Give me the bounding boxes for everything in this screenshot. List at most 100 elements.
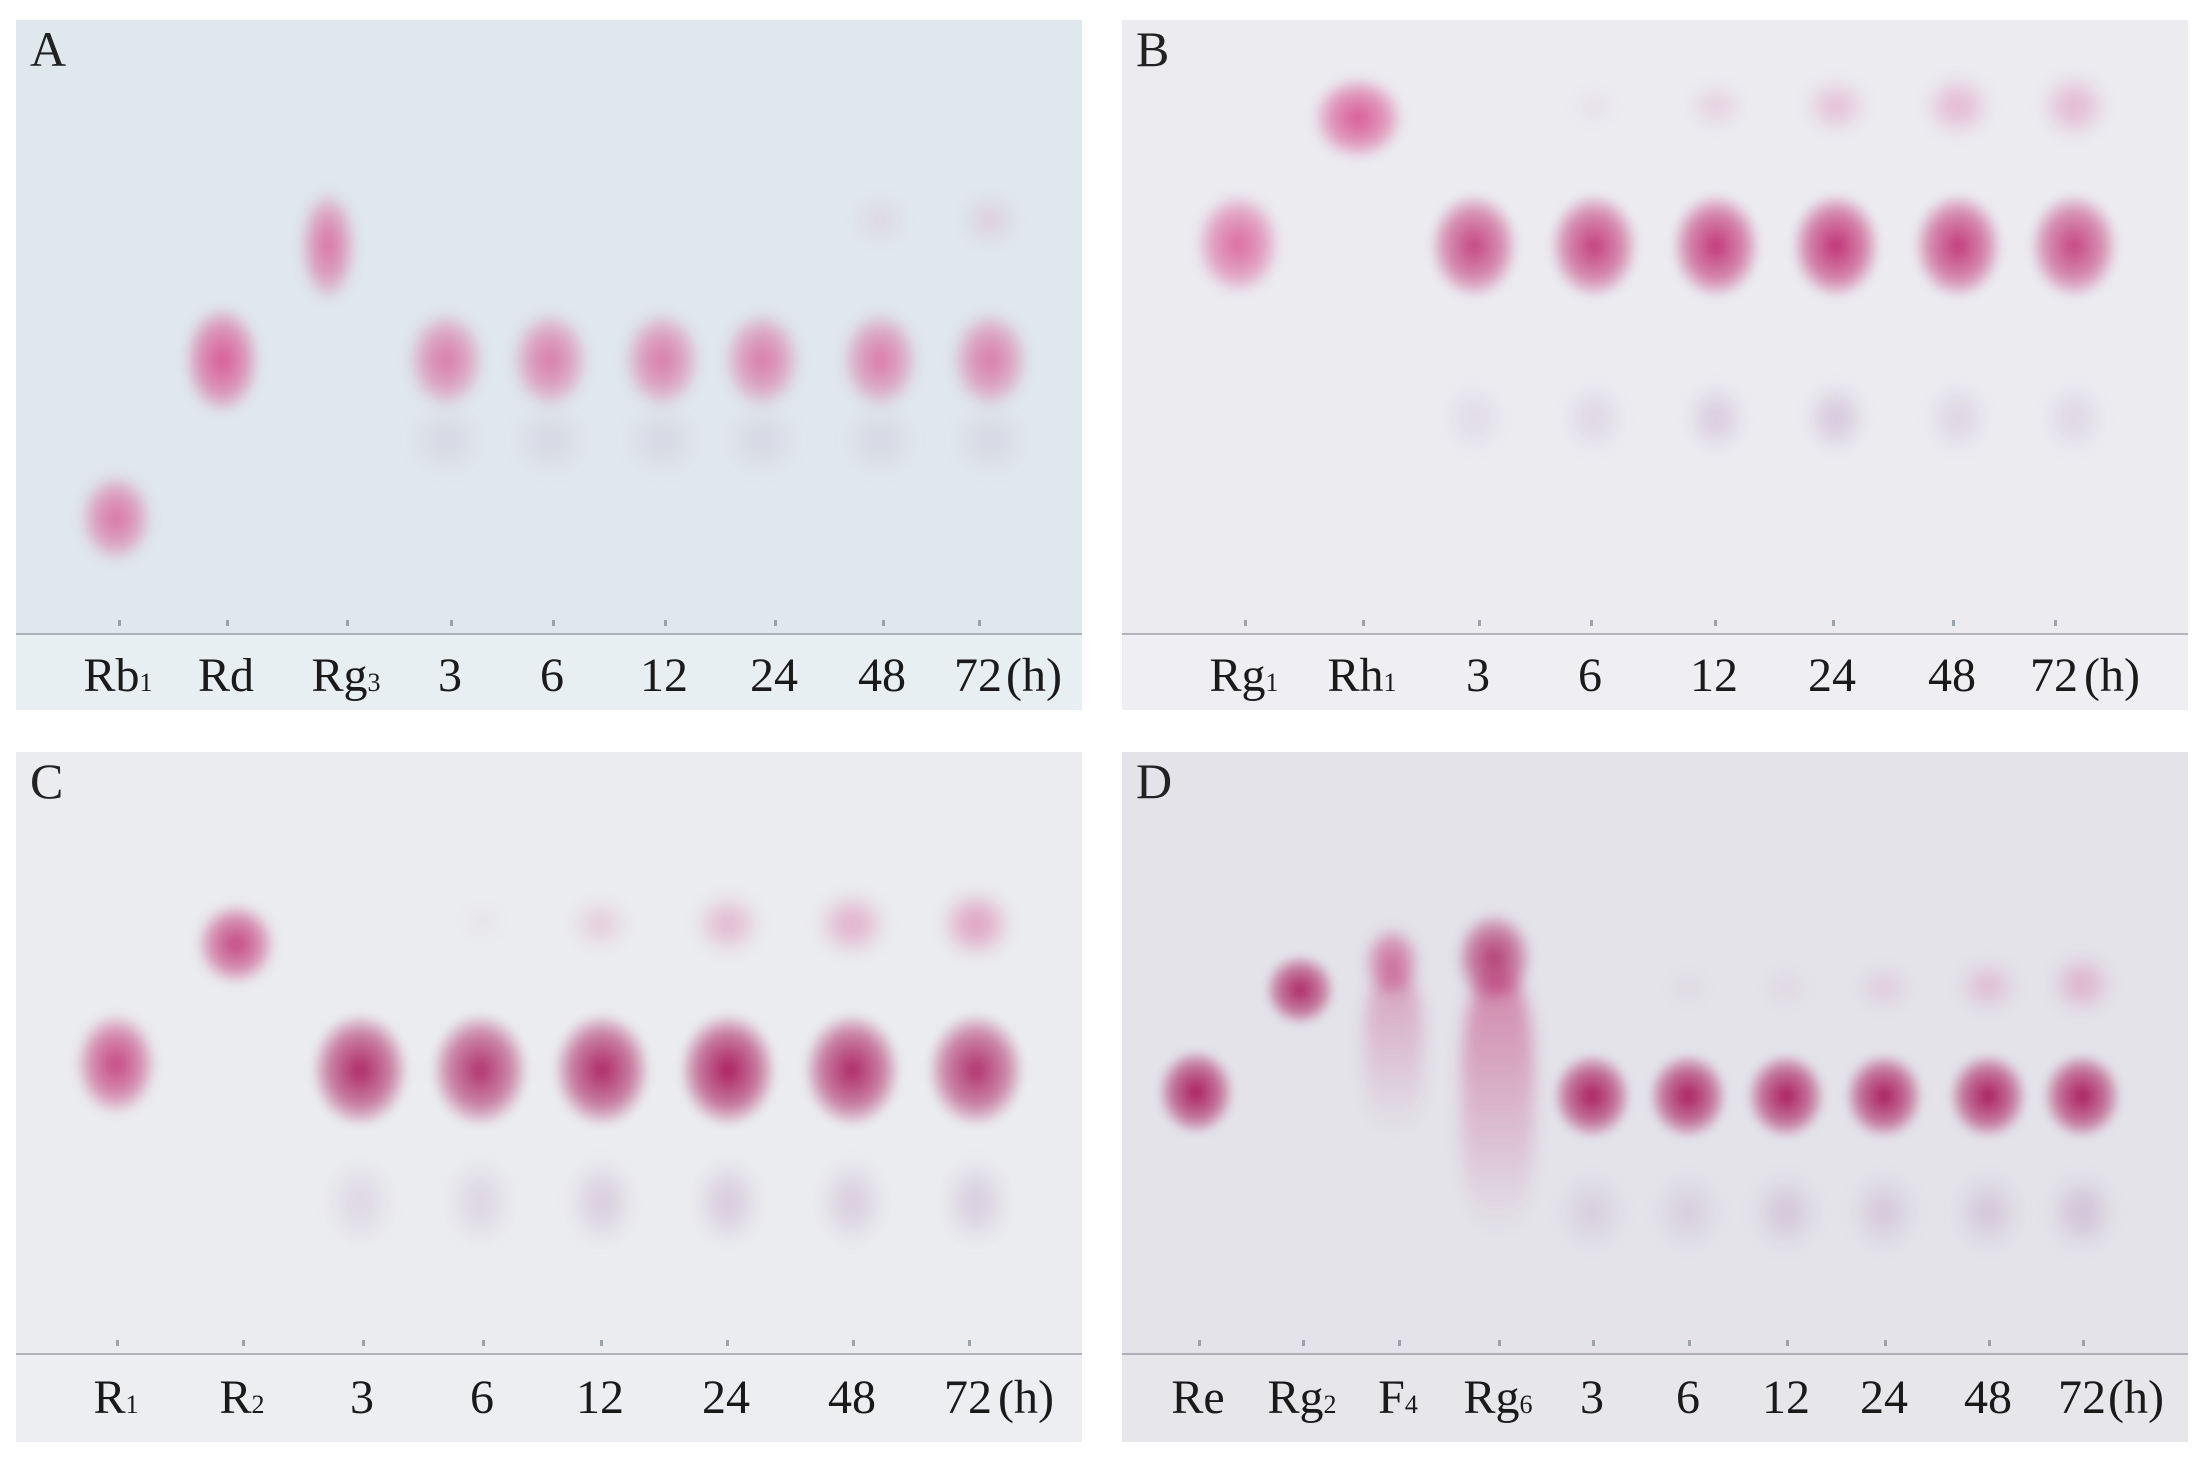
origin-tick	[1688, 1340, 1691, 1346]
tlc-spot	[554, 1014, 650, 1126]
tlc-spot	[804, 1014, 900, 1126]
origin-tick	[2054, 620, 2057, 626]
lane-label: Rg2	[1267, 1371, 1337, 1424]
origin-tick	[1498, 1340, 1501, 1346]
lane-label: 72	[954, 649, 1002, 702]
label-strip-c	[16, 1355, 1082, 1442]
lane-label: 3	[1580, 1371, 1604, 1424]
tlc-spot	[1756, 1177, 1816, 1247]
tlc-spot	[572, 1162, 632, 1242]
tlc-spot	[1553, 1054, 1631, 1138]
tlc-spot	[1658, 1177, 1718, 1247]
tlc-spot	[2053, 956, 2111, 1012]
lane-label: Rg6	[1463, 1371, 1533, 1424]
panel-letter-c: C	[30, 753, 64, 809]
panel-letter-d: D	[1136, 753, 1173, 809]
label-strip-a	[16, 635, 1082, 710]
tlc-spot	[1672, 194, 1760, 298]
tlc-spot	[512, 312, 588, 408]
tlc-spot	[1196, 194, 1280, 294]
tlc-spot	[819, 894, 885, 954]
tlc-spot	[1649, 1054, 1727, 1138]
lane-label: R1	[93, 1371, 139, 1424]
origin-tick	[852, 1340, 855, 1346]
lane-label: Rb1	[83, 649, 153, 702]
tlc-spot	[1313, 77, 1403, 159]
tlc-spot	[1446, 386, 1502, 450]
tlc-spot	[1566, 386, 1622, 450]
tlc-spot	[1854, 1177, 1914, 1247]
tlc-spot	[724, 312, 800, 408]
lane-label: Rg1	[1209, 649, 1279, 702]
tlc-spot	[1792, 194, 1880, 298]
tlc-spot	[1960, 962, 2016, 1010]
tlc-spot	[1158, 1050, 1234, 1134]
origin-tick	[116, 1340, 119, 1346]
tlc-spot	[1364, 927, 1420, 997]
lane-label: Rd	[197, 649, 255, 702]
origin-tick	[774, 620, 777, 626]
lane-label: 72	[944, 1371, 992, 1424]
tlc-spot	[624, 312, 700, 408]
origin-tick	[118, 620, 121, 626]
tlc-spot	[408, 312, 484, 408]
origin-tick	[482, 1340, 485, 1346]
tlc-spot	[573, 902, 627, 946]
panel-letter-a: A	[30, 21, 67, 77]
tlc-plate-b	[1122, 20, 2188, 635]
origin-tick	[600, 1340, 603, 1346]
tlc-streak	[1365, 972, 1423, 1132]
tlc-spot	[630, 410, 694, 470]
tlc-spot	[1562, 1177, 1622, 1247]
tlc-spot	[462, 907, 502, 937]
lane-label: 6	[1578, 649, 1602, 702]
tlc-spot	[312, 1014, 408, 1126]
lane-label: 3	[1466, 649, 1490, 702]
origin-tick	[2082, 1340, 2085, 1346]
lane-label: F4	[1378, 1371, 1418, 1424]
unit-label: (h)	[998, 1371, 1054, 1424]
tlc-spot	[1766, 971, 1806, 1005]
lane-label: 6	[1676, 1371, 1700, 1424]
label-strip-b	[1122, 635, 2188, 710]
tlc-spot	[1949, 1054, 2027, 1138]
tlc-spot	[432, 1014, 528, 1126]
lane-label: 12	[640, 649, 688, 702]
tlc-spot	[184, 306, 260, 414]
tlc-spot	[518, 410, 582, 470]
tlc-spot	[1845, 1054, 1923, 1138]
unit-label: (h)	[2108, 1371, 2164, 1424]
tlc-spot	[1914, 194, 2002, 298]
unit-label: (h)	[1006, 649, 1062, 702]
tlc-streak	[1462, 972, 1534, 1232]
origin-tick	[450, 620, 453, 626]
lane-label: 3	[350, 1371, 374, 1424]
tlc-spot	[2043, 76, 2105, 136]
origin-tick	[1786, 1340, 1789, 1346]
tlc-spot	[1688, 386, 1744, 450]
tlc-spot	[958, 410, 1022, 470]
lane-label: 48	[1964, 1371, 2012, 1424]
tlc-spot	[855, 198, 905, 242]
origin-tick	[1244, 620, 1247, 626]
tlc-spot	[300, 191, 356, 301]
tlc-plate-c	[16, 752, 1082, 1355]
tlc-spot	[1807, 81, 1865, 131]
tlc-spot	[2052, 1177, 2112, 1247]
origin-tick	[1398, 1340, 1401, 1346]
origin-tick	[1952, 620, 1955, 626]
lane-label: Rg3	[311, 649, 381, 702]
lane-label: 12	[1690, 649, 1738, 702]
lane-label: R2	[219, 1371, 265, 1424]
lane-label: 6	[540, 649, 564, 702]
origin-tick	[1714, 620, 1717, 626]
tlc-spot	[942, 892, 1010, 956]
tlc-spot	[842, 312, 918, 408]
label-strip-d	[1122, 1355, 2188, 1442]
origin-tick	[362, 1340, 365, 1346]
lane-label: 48	[1928, 649, 1976, 702]
tlc-spot	[1265, 955, 1335, 1025]
lane-label: Rh1	[1327, 649, 1397, 702]
tlc-spot	[1958, 1177, 2018, 1247]
origin-tick	[1988, 1340, 1991, 1346]
